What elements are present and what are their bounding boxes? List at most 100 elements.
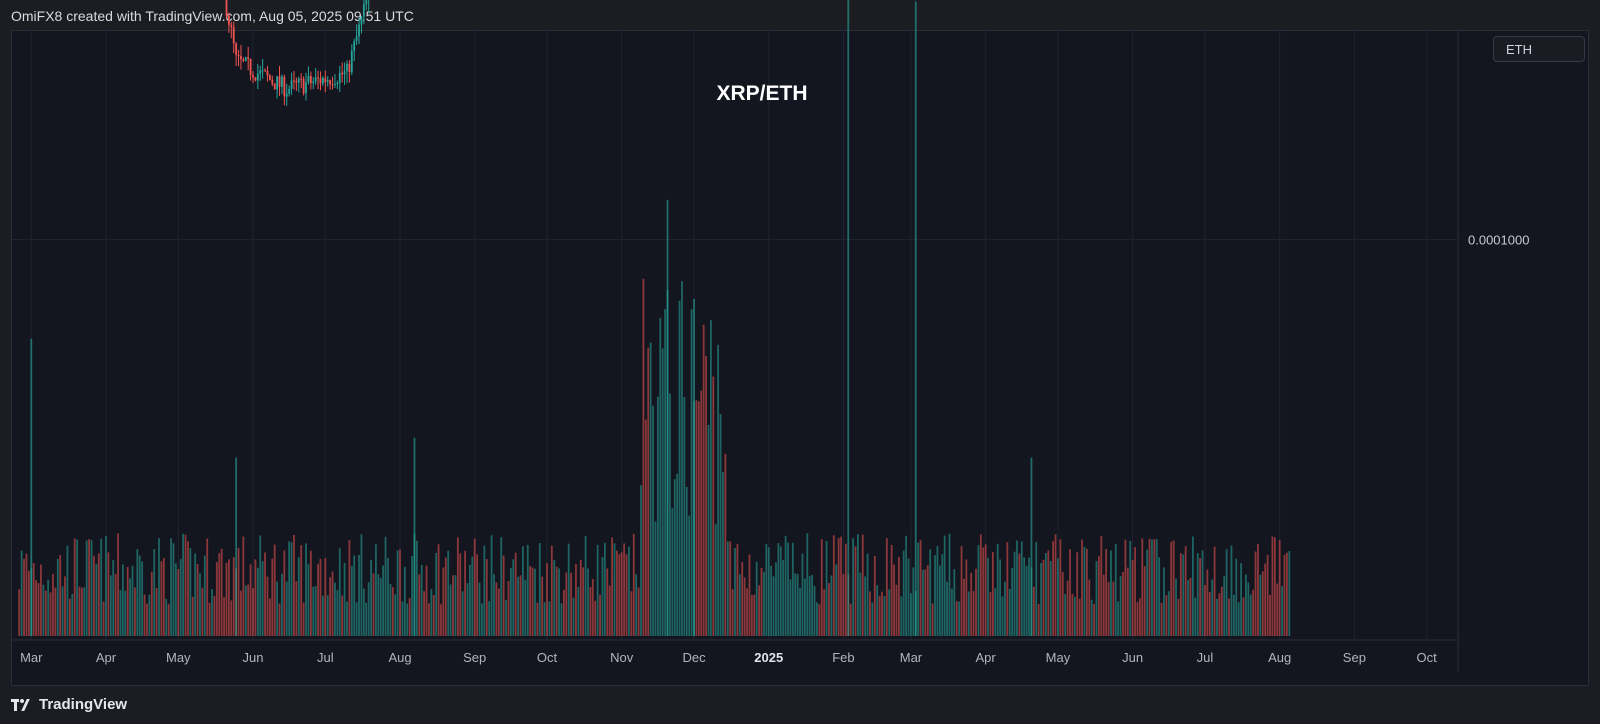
volume-bar: [244, 585, 247, 636]
volume-bar: [895, 584, 898, 636]
volume-bar: [731, 589, 734, 636]
currency-selector[interactable]: ETH: [1493, 36, 1585, 62]
volume-bar: [1220, 586, 1223, 636]
volume-bar: [1028, 557, 1030, 636]
time-tick-label: May: [166, 650, 191, 665]
volume-bar: [562, 589, 565, 636]
volume-bar: [143, 594, 146, 636]
volume-bar: [452, 575, 454, 636]
volume-bar: [208, 602, 211, 636]
candle-body: [288, 88, 291, 94]
volume-bar: [191, 596, 194, 636]
volume-bar: [481, 603, 483, 636]
candle-body: [321, 77, 324, 84]
volume-bar: [543, 602, 546, 636]
volume-bar: [722, 472, 724, 636]
volume-bar: [40, 564, 42, 636]
candle-body: [346, 63, 348, 72]
volume-bar: [1105, 548, 1108, 636]
volume-bar: [464, 550, 466, 636]
volume-bar: [261, 561, 264, 636]
time-tick-label: Oct: [1417, 650, 1438, 665]
volume-bar: [47, 579, 50, 636]
volume-bar: [601, 557, 604, 636]
volume-bar: [389, 583, 392, 636]
volume-bar: [555, 566, 558, 636]
volume-bar: [869, 591, 871, 636]
volume-bar: [546, 563, 548, 636]
volume-spike: [914, 1, 917, 637]
volume-bar: [358, 554, 360, 636]
candle-body: [365, 0, 368, 5]
volume-spike: [847, 0, 850, 636]
volume-bar: [919, 540, 922, 636]
tradingview-logo-icon: [11, 698, 33, 711]
volume-bar: [871, 602, 874, 636]
candle-body: [319, 78, 322, 84]
volume-bar: [784, 535, 787, 636]
volume-bar: [372, 573, 375, 636]
volume-bar: [938, 565, 941, 636]
volume-bar: [1131, 559, 1134, 636]
volume-bar: [803, 578, 806, 636]
volume-bar: [661, 348, 664, 636]
volume-bar: [1254, 551, 1257, 636]
volume-bar: [818, 604, 821, 636]
volume-bar: [1271, 536, 1274, 636]
volume-bar: [497, 588, 500, 636]
volume-bar: [102, 601, 105, 636]
volume-bar: [748, 554, 751, 636]
volume-bar: [312, 586, 315, 636]
volume-bar: [396, 550, 399, 636]
volume-bar: [1283, 554, 1286, 636]
volume-bar: [73, 538, 76, 636]
volume-bar: [536, 602, 539, 636]
volume-bar: [719, 414, 722, 636]
volume-bar: [18, 589, 21, 636]
volume-bar: [596, 544, 599, 636]
volume-bar: [926, 565, 929, 636]
volume-bar: [550, 545, 553, 636]
volume-bar: [1112, 581, 1115, 636]
volume-bar: [531, 567, 534, 636]
time-tick-label: Oct: [537, 650, 558, 665]
volume-bar: [599, 594, 601, 636]
volume-bar: [444, 557, 447, 636]
volume-bar: [418, 574, 421, 636]
candle-body: [295, 80, 298, 83]
volume-bar: [268, 598, 271, 636]
volume-bar: [1025, 565, 1028, 636]
volume-bar: [478, 582, 481, 636]
candle-body: [297, 78, 300, 83]
time-tick-label: Aug: [1268, 650, 1291, 665]
volume-bar: [570, 572, 573, 636]
volume-bar: [729, 541, 732, 636]
volume-bar: [854, 546, 857, 636]
volume-bar: [288, 541, 291, 636]
volume-bar: [281, 573, 283, 636]
volume-bar: [488, 601, 491, 636]
volume-bar: [900, 596, 903, 636]
time-tick-label: Jul: [1197, 650, 1214, 665]
volume-bar: [403, 566, 406, 636]
volume-bar: [162, 558, 165, 636]
candle-body: [232, 26, 235, 44]
volume-bar: [1040, 563, 1042, 636]
volume-bar: [377, 574, 380, 636]
time-tick-label: Sep: [463, 650, 486, 665]
volume-bar: [273, 544, 276, 636]
volume-bar: [394, 594, 397, 636]
volume-bar: [618, 554, 621, 636]
volume-bar: [772, 576, 775, 636]
volume-bar: [1153, 539, 1156, 636]
volume-bar: [225, 562, 228, 636]
volume-bar: [924, 569, 927, 636]
volume-bar: [707, 424, 710, 636]
candle-body: [244, 57, 247, 61]
volume-bar: [801, 553, 804, 636]
volume-bar: [68, 598, 71, 636]
time-tick-label: Jul: [317, 650, 334, 665]
volume-bar: [307, 564, 310, 636]
volume-bar: [184, 534, 187, 636]
